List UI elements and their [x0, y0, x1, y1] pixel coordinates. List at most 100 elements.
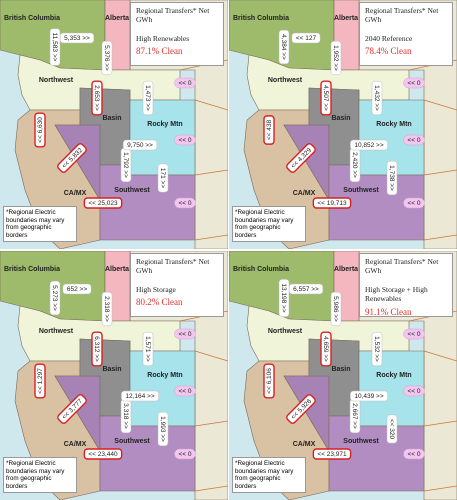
region-label: Rocky Mtn	[147, 121, 182, 128]
clean-share: 78.4% Clean	[365, 46, 412, 57]
region-label: Alberta	[105, 266, 129, 273]
flow-value: 10,439 >>	[354, 393, 383, 400]
flow-label: << 0	[174, 77, 196, 89]
flow-label: 6,312 >>	[91, 331, 103, 367]
legend-title: Regional Transfers* Net GWh	[365, 6, 439, 25]
flow-label: 5,273 >>	[49, 280, 61, 316]
legend-title: Regional Transfers* Net GWh	[136, 6, 210, 25]
flow-pill	[174, 385, 196, 397]
region-label: British Columbia	[4, 15, 60, 22]
flow-value: << 127	[296, 35, 317, 42]
flow-pill	[291, 32, 321, 44]
flow-pill	[350, 139, 388, 151]
flow-value: << 25,023	[88, 200, 118, 207]
region-label: Basin	[331, 115, 350, 122]
flow-value: << 0	[407, 137, 420, 144]
flow-label: 2,653 >>	[91, 80, 103, 116]
flow-label: 1,993 >>	[157, 411, 169, 447]
scenario-name: 2040 Reference	[365, 33, 413, 43]
flow-pill	[403, 448, 425, 460]
scenario-name: High Renewables	[136, 33, 190, 43]
flow-label: << 0	[174, 197, 196, 209]
flow-pill	[174, 197, 196, 209]
region-label: Basin	[102, 115, 121, 122]
flow-value: 4,507 >>	[322, 85, 329, 111]
state-border	[423, 169, 457, 176]
flow-label: 3,318 >>	[120, 398, 132, 434]
flow-value: 5,376 >>	[103, 45, 110, 71]
flow-pill	[263, 115, 275, 145]
flow-pill	[57, 143, 87, 173]
flow-value: 10,852 >>	[354, 142, 383, 149]
flow-pill	[330, 291, 342, 327]
flow-pill	[62, 283, 92, 295]
legend-title: Regional Transfers* Net GWh	[136, 257, 210, 276]
flow-value: 171 >>	[159, 168, 166, 188]
flow-value: 2,667 >>	[351, 403, 358, 429]
flow-pill	[330, 40, 342, 76]
flow-label: 12,164 >>	[121, 390, 159, 402]
flow-label: << 0	[174, 448, 196, 460]
flow-label: << 0	[403, 77, 425, 89]
flow-value: << 0	[407, 451, 420, 458]
flow-value: 2,653 >>	[93, 85, 100, 111]
flow-pill	[386, 414, 398, 444]
flow-value: << 0	[407, 331, 420, 338]
flow-value: << 0	[178, 80, 191, 87]
flow-label: << 0	[174, 328, 196, 340]
flow-pill	[174, 134, 196, 146]
legend-box: Regional Transfers* Net GWh 2040 Referenc…	[359, 2, 453, 66]
flow-pill	[49, 28, 61, 66]
region-label: Rocky Mtn	[376, 372, 411, 379]
flow-pill	[278, 29, 290, 65]
flow-label: 5,376 >>	[101, 40, 113, 76]
flow-value: 5,986 >>	[332, 296, 339, 322]
flow-value: << 0	[178, 200, 191, 207]
footnote: *Regional Electric boundaries may vary f…	[3, 206, 77, 243]
flow-label: << 1,297	[34, 363, 46, 399]
flow-value: << 0	[407, 80, 420, 87]
flow-value: << 0	[407, 388, 420, 395]
flow-value: 4,659 >>	[322, 336, 329, 362]
flow-pill	[34, 112, 46, 148]
flow-value: << 320	[388, 419, 395, 440]
flow-value: 2,318 >>	[103, 296, 110, 322]
flow-pill	[403, 197, 425, 209]
legend-title: Regional Transfers* Net GWh	[365, 257, 439, 276]
region-label: British Columbia	[4, 266, 60, 273]
region-label: Northwest	[39, 328, 74, 335]
flow-pill	[403, 328, 425, 340]
flow-pill	[263, 363, 275, 399]
flow-pill	[57, 394, 87, 424]
flow-value: << 19,713	[317, 200, 347, 207]
flow-label: << 6,630	[34, 112, 46, 148]
flow-pill	[142, 331, 154, 367]
flow-label: << 320	[386, 414, 398, 444]
scenario-name: High Storage	[136, 284, 176, 294]
flow-value: << 1,297	[37, 368, 44, 394]
footnote: *Regional Electric boundaries may vary f…	[3, 457, 77, 494]
flow-value: << 0	[178, 451, 191, 458]
state-border	[194, 234, 228, 241]
footnote: *Regional Electric boundaries may vary f…	[232, 206, 306, 243]
flow-value: << 23,971	[317, 451, 347, 458]
flow-value: 11,583 >>	[51, 33, 58, 62]
flow-pill	[350, 390, 388, 402]
region-label: Basin	[331, 366, 350, 373]
flow-label: << 23,440	[83, 448, 123, 460]
flow-value: 5,273 >>	[51, 285, 58, 311]
flow-pill	[101, 40, 113, 76]
flow-pill	[157, 163, 169, 193]
flow-label: 1,738 >>	[386, 160, 398, 196]
clean-share: 87.1% Clean	[136, 46, 183, 57]
region-label: Northwest	[39, 77, 74, 84]
flow-label: 2,318 >>	[101, 291, 113, 327]
flow-label: 2,667 >>	[349, 398, 361, 434]
state-border	[194, 485, 228, 492]
flow-value: << 0	[178, 331, 191, 338]
flow-value: << 0	[178, 137, 191, 144]
flow-value: 4,384 >>	[280, 34, 287, 60]
flow-value: << 0	[407, 200, 420, 207]
flow-pill	[320, 80, 332, 116]
